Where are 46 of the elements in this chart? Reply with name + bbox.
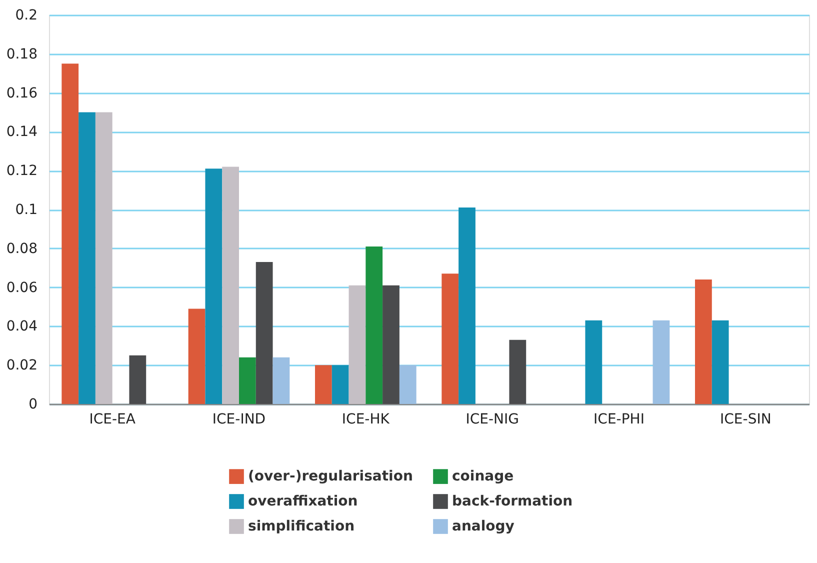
y-tick-label: 0.1 — [15, 202, 38, 218]
legend-label: simplification — [248, 518, 355, 534]
legend-label: analogy — [452, 518, 514, 534]
bar — [509, 340, 526, 404]
y-tick-label: 0.18 — [6, 46, 38, 62]
y-tick-label: 0.12 — [6, 163, 38, 180]
bar — [78, 112, 96, 404]
bar — [366, 246, 383, 404]
bar — [188, 308, 206, 404]
x-tick-label: ICE-EA — [89, 412, 136, 428]
bar — [712, 320, 729, 404]
y-tick-label: 0 — [28, 396, 38, 412]
y-tick-label: 0.04 — [6, 318, 38, 335]
bar — [458, 208, 476, 404]
bar — [95, 112, 112, 404]
x-tick-label: ICE-SIN — [720, 412, 772, 428]
bar — [256, 262, 273, 404]
bar — [382, 285, 400, 404]
y-tick-label: 0.2 — [15, 8, 38, 24]
y-tick-label: 0.06 — [6, 280, 38, 296]
x-tick-label: ICE-PHI — [594, 412, 644, 428]
legend-label: (over-)regularisation — [248, 468, 413, 485]
legend-label: back-formation — [452, 494, 573, 510]
legend-label: overaffixation — [248, 494, 358, 510]
bar — [399, 365, 416, 404]
x-tick-label: ICE-IND — [212, 412, 266, 428]
bar — [239, 357, 256, 404]
y-tick-label: 0.08 — [6, 240, 38, 257]
bar — [332, 365, 349, 404]
x-tick-label: ICE-NIG — [466, 412, 519, 428]
bar — [348, 285, 366, 404]
bar — [652, 320, 670, 404]
y-tick-label: 0.14 — [6, 124, 38, 140]
bar — [315, 365, 332, 404]
bar — [272, 357, 290, 404]
x-tick-label: ICE-HK — [342, 412, 390, 428]
y-tick-label: 0.16 — [6, 85, 38, 102]
legend-label: coinage — [452, 468, 514, 485]
bar — [205, 168, 222, 404]
bar — [585, 320, 602, 404]
bar — [62, 64, 79, 404]
y-tick-label: 0.02 — [6, 358, 38, 374]
bar — [695, 280, 712, 404]
bar — [442, 274, 459, 404]
bar — [129, 355, 146, 404]
bar — [222, 166, 239, 404]
